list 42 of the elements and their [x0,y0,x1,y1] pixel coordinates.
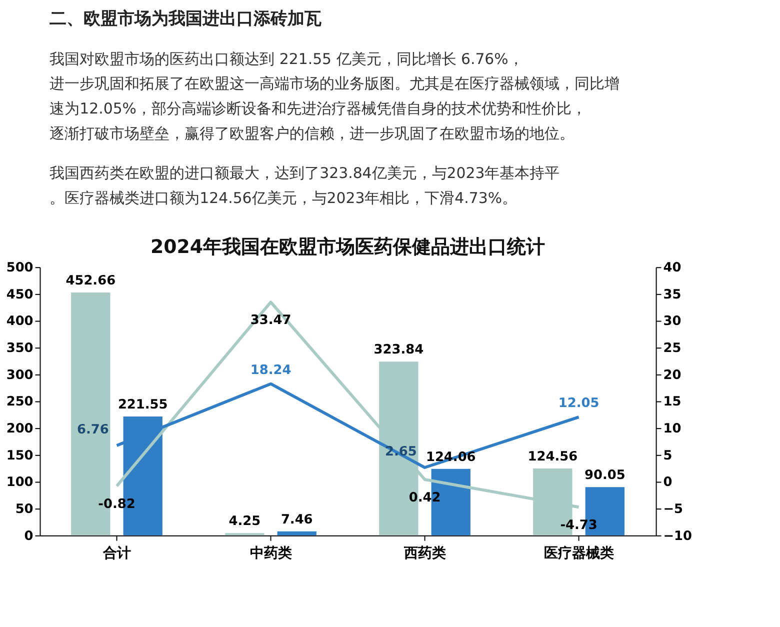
data-label: 90.05 [584,468,626,484]
y-tick-label: 100 [6,475,34,490]
y2-tick-label: 40 [663,260,682,276]
bar [277,531,316,536]
y2-tick-label: 5 [663,448,672,464]
data-label: 452.66 [66,274,116,289]
data-label: 323.84 [374,342,424,358]
y2-tick-label: 15 [663,394,682,410]
data-label: 4.25 [228,514,261,530]
x-tick-label: 西药类 [402,546,446,562]
data-label: 6.76 [76,422,109,438]
y-tick-label: 50 [15,502,34,518]
text: 二、欧盟市场为我国进出口添砖加瓦 [50,8,322,28]
y2-tick-label: −5 [663,502,684,518]
y2-tick-label: 35 [663,287,682,302]
y2-tick-label: 10 [663,422,682,437]
x-tick-label: 医疗器械类 [544,544,614,562]
y-tick-label: 500 [6,260,34,276]
y-tick-label: 0 [24,528,34,544]
y-tick-label: 250 [6,394,34,410]
data-label: 221.55 [118,398,168,413]
text: 我国对欧盟市场的医药出口额达到 221.55 亿美元，同比增长 6.76%，进一步巩固和拓展了在欧盟这一高端市场的业务版图。尤其是在医疗器械领域，同比增速为12.05%，部分高端诊断设备和先进治疗器械凭借自身的技术优势和性价比，逐渐打破市场壁垒，赢得了欧盟客户的信赖，进一步巩固了在欧盟市场的地位。 [50,50,620,142]
data-label: 18.24 [250,362,292,378]
y2-tick-label: 0 [663,475,672,490]
x-tick-label: 合计 [102,546,131,562]
chart-title: 2024年我国在欧盟市场医药保健品进出口统计 [150,236,546,258]
y-tick-label: 200 [6,422,34,437]
data-label: 7.46 [280,512,313,528]
y-tick-label: 400 [6,314,34,330]
y-tick-label: 450 [6,287,34,302]
data-label: 33.47 [250,313,292,328]
y2-tick-label: 30 [663,314,682,330]
y2-tick-label: −10 [663,528,692,544]
y2-tick-label: 25 [663,341,682,356]
data-label: 124.56 [528,450,578,465]
data-label: 12.05 [558,396,600,412]
y-tick-label: 350 [6,341,34,356]
text: 我国西药类在欧盟的进口额最大，达到了323.84亿美元，与2023年基本持平。医疗器械类进口额为124.56亿美元，与2023年相比，下滑4.73%。 [50,164,560,208]
y-tick-label: 300 [6,368,34,383]
y-tick-label: 150 [6,448,34,464]
x-tick-label: 中药类 [250,546,292,562]
y2-tick-label: 20 [663,368,682,383]
